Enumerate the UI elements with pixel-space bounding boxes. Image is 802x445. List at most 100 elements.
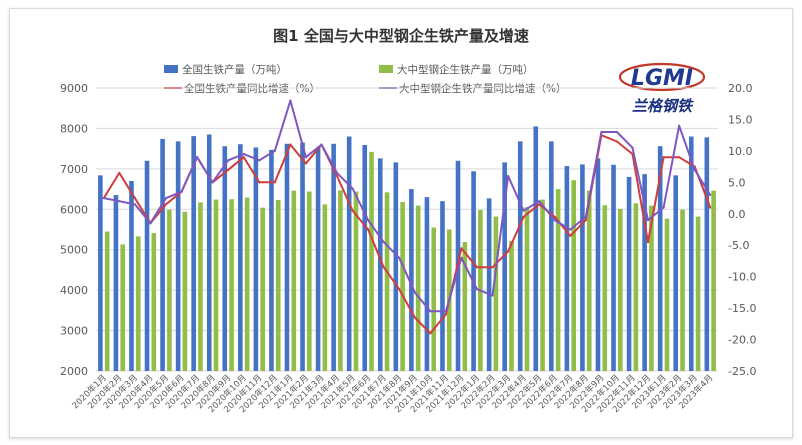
bar-large-mill-output	[353, 191, 359, 371]
legend-swatch-national-output	[164, 65, 178, 73]
point-large-mill-growth	[289, 99, 292, 102]
bar-large-mill-output	[322, 204, 328, 371]
point-large-mill-growth	[367, 218, 370, 222]
bar-large-mill-output	[213, 199, 219, 371]
point-large-mill-growth	[351, 187, 354, 190]
bar-national-output	[564, 166, 570, 371]
right-axis-tick-label: 15.0	[728, 113, 753, 126]
point-national-growth	[289, 143, 292, 146]
point-large-mill-growth	[678, 124, 681, 127]
right-axis-tick-label: -25.0	[728, 365, 756, 378]
bar-large-mill-output	[415, 205, 421, 371]
bar-national-output	[362, 145, 368, 371]
point-large-mill-growth	[118, 200, 121, 203]
bar-large-mill-output	[664, 218, 670, 371]
bar-national-output	[704, 137, 710, 371]
bar-large-mill-output	[649, 205, 654, 371]
point-large-mill-growth	[569, 228, 572, 231]
left-axis-tick-label: 6000	[60, 203, 88, 216]
bar-large-mill-output	[120, 244, 126, 371]
bar-national-output	[222, 146, 228, 371]
right-axis-tick-label: 0.0	[728, 208, 746, 221]
point-national-growth	[429, 332, 432, 335]
bar-large-mill-output	[167, 209, 172, 371]
point-national-growth	[522, 215, 525, 219]
bar-national-output	[440, 201, 445, 371]
point-large-mill-growth	[242, 152, 245, 156]
bar-national-output	[580, 164, 585, 371]
bar-national-output	[377, 158, 383, 371]
bar-national-output	[269, 149, 274, 371]
bar-large-mill-output	[586, 190, 592, 371]
bar-large-mill-output	[291, 190, 297, 371]
point-large-mill-growth	[149, 222, 152, 225]
bar-national-output	[626, 176, 632, 371]
logo-mark: LGMI	[631, 66, 693, 91]
bar-large-mill-output	[509, 240, 514, 371]
bar-national-output	[486, 198, 492, 371]
right-axis-tick-label: -5.0	[728, 239, 749, 252]
point-national-growth	[351, 209, 354, 212]
point-national-growth	[553, 215, 556, 219]
point-national-growth	[118, 171, 121, 174]
bar-national-output	[595, 158, 601, 371]
left-axis-tick-label: 2000	[60, 365, 88, 378]
point-national-growth	[398, 288, 401, 291]
right-axis-tick-label: 20.0	[728, 82, 753, 95]
bar-national-output	[206, 134, 212, 371]
point-large-mill-growth	[475, 288, 479, 291]
point-large-mill-growth	[382, 240, 385, 244]
point-national-growth	[382, 266, 385, 269]
bar-large-mill-output	[680, 209, 685, 371]
bar-national-output	[191, 136, 196, 371]
right-axis-tick-label: -15.0	[728, 302, 756, 315]
right-axis-tick-label: -10.0	[728, 271, 756, 284]
point-national-growth	[242, 156, 245, 159]
bar-large-mill-output	[602, 205, 608, 371]
point-large-mill-growth	[693, 168, 696, 171]
bar-national-output	[315, 147, 321, 371]
bar-large-mill-output	[462, 242, 468, 371]
bar-large-mill-output	[244, 197, 250, 371]
point-national-growth	[335, 174, 339, 178]
bar-large-mill-output	[540, 199, 545, 371]
point-large-mill-growth	[538, 200, 541, 203]
bar-large-mill-output	[151, 233, 157, 371]
bar-national-output	[611, 164, 616, 371]
point-national-growth	[662, 156, 665, 159]
point-large-mill-growth	[631, 146, 634, 149]
bar-large-mill-output	[338, 190, 343, 371]
point-large-mill-growth	[180, 190, 183, 193]
bar-national-output	[144, 160, 150, 371]
bar-national-output	[471, 171, 476, 371]
right-axis-ticks: -25.0 -20.0 -15.0 -10.0 -5.0 0.0 5.0 10.0 15.0 20…	[728, 82, 756, 378]
point-national-growth	[538, 203, 541, 206]
bar-national-output	[129, 180, 134, 371]
point-national-growth	[164, 203, 168, 206]
bar-large-mill-output	[711, 190, 716, 371]
right-axis-tick-label: -20.0	[728, 334, 756, 347]
left-axis-tick-label: 7000	[60, 163, 88, 176]
point-large-mill-growth	[227, 159, 230, 162]
line-large-mill-growth	[103, 99, 712, 313]
bar-large-mill-output	[633, 203, 639, 371]
point-large-mill-growth	[709, 193, 712, 197]
point-national-growth	[646, 240, 650, 244]
logo-ring	[618, 62, 706, 92]
point-large-mill-growth	[553, 218, 556, 222]
x-axis-ticks: 2020年1月2020年2月2020年3月2020年4月2020年5月2020年…	[70, 372, 715, 415]
left-axis-tick-label: 3000	[60, 325, 88, 338]
bar-large-mill-output	[135, 236, 141, 371]
point-national-growth	[444, 313, 447, 316]
bar-national-output	[98, 175, 103, 371]
left-axis-tick-label: 8000	[60, 122, 88, 135]
gridlines	[96, 87, 718, 372]
point-national-growth	[258, 181, 261, 184]
point-large-mill-growth	[506, 174, 510, 178]
bar-large-mill-output	[104, 231, 110, 371]
point-large-mill-growth	[584, 215, 587, 219]
bar-national-output	[533, 126, 539, 372]
point-national-growth	[569, 234, 572, 237]
point-large-mill-growth	[646, 218, 650, 222]
